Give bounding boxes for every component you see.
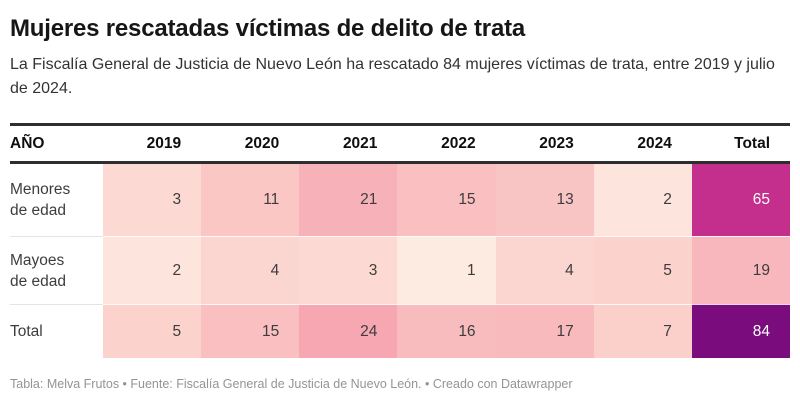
row-mayoes-de-edad: Mayoes de edad 2 4 3 1 4 5 19 xyxy=(10,236,790,304)
row-total: Total 5 15 24 16 17 7 84 xyxy=(10,304,790,358)
heat-cell: 11 xyxy=(201,164,300,236)
heat-cell: 2 xyxy=(593,164,692,236)
col-header-ano: AÑO xyxy=(10,126,103,164)
col-header-2024: 2024 xyxy=(593,126,692,164)
heat-cell: 16 xyxy=(397,304,496,358)
heat-cell: 4 xyxy=(201,236,300,304)
heat-cell: 3 xyxy=(299,236,398,304)
table-header-row: AÑO 2019 2020 2021 2022 2023 2024 Total xyxy=(10,126,790,164)
heat-cell: 7 xyxy=(593,304,692,358)
row-label: Menores de edad xyxy=(10,164,103,236)
heat-cell: 24 xyxy=(299,304,398,358)
chart-credit: Tabla: Melva Frutos • Fuente: Fiscalía G… xyxy=(10,377,573,391)
col-header-total: Total xyxy=(691,126,790,164)
heat-cell-total: 65 xyxy=(691,164,790,236)
col-header-2022: 2022 xyxy=(397,126,496,164)
col-header-2020: 2020 xyxy=(201,126,300,164)
heat-cell-total: 84 xyxy=(691,304,790,358)
heat-cell: 15 xyxy=(201,304,300,358)
heat-cell-total: 19 xyxy=(691,236,790,304)
col-header-2019: 2019 xyxy=(103,126,202,164)
col-header-2021: 2021 xyxy=(299,126,398,164)
row-label: Total xyxy=(10,304,103,358)
datawrapper-chart: Mujeres rescatadas víctimas de delito de… xyxy=(0,14,800,392)
chart-description: La Fiscalía General de Justicia de Nuevo… xyxy=(10,56,775,97)
heat-cell: 15 xyxy=(397,164,496,236)
heat-cell: 17 xyxy=(495,304,594,358)
row-label: Mayoes de edad xyxy=(10,236,103,304)
heat-cell: 3 xyxy=(103,164,202,236)
heat-cell: 2 xyxy=(103,236,202,304)
page-title: Mujeres rescatadas víctimas de delito de… xyxy=(10,15,526,42)
heat-cell: 5 xyxy=(103,304,202,358)
heat-cell: 4 xyxy=(495,236,594,304)
col-header-2023: 2023 xyxy=(495,126,594,164)
heat-cell: 13 xyxy=(495,164,594,236)
data-table: AÑO 2019 2020 2021 2022 2023 2024 Total … xyxy=(10,123,790,358)
heat-cell: 5 xyxy=(593,236,692,304)
row-menores-de-edad: Menores de edad 3 11 21 15 13 2 65 xyxy=(10,164,790,236)
heat-cell: 1 xyxy=(397,236,496,304)
heat-cell: 21 xyxy=(299,164,398,236)
